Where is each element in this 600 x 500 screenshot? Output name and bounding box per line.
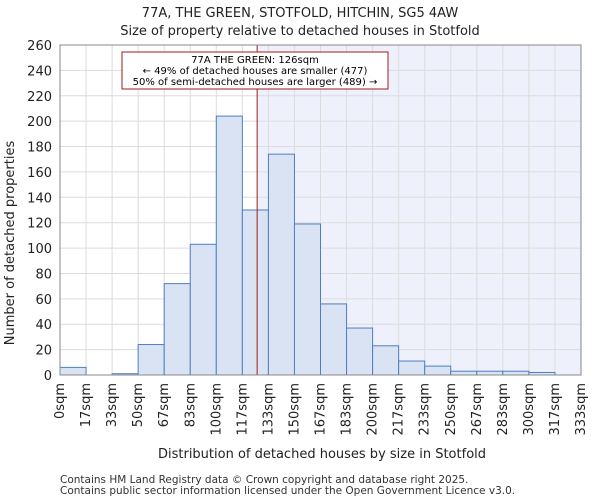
bar [450, 370, 478, 376]
x-tick-label: 150sqm [287, 383, 302, 436]
y-tick-label: 100 [27, 242, 52, 257]
bar [424, 365, 452, 376]
y-tick-label: 0 [44, 369, 52, 384]
y-tick-label: 180 [27, 141, 52, 156]
bars [59, 115, 556, 376]
y-tick-label: 40 [35, 318, 52, 333]
x-tick-label: 67sqm [157, 383, 172, 427]
x-tick-label: 100sqm [209, 383, 224, 436]
y-axis-ticks: 0 20 40 60 80 100 120 140 160 180 200 220 240 260 [27, 39, 52, 384]
y-tick-label: 200 [27, 115, 52, 130]
x-tick-label: 117sqm [235, 383, 250, 436]
x-axis-ticks: 0sqm 17sqm 33sqm 50sqm 67sqm 83sqm 100sqm 117sq… [53, 383, 589, 436]
x-tick-label: 183sqm [340, 383, 355, 436]
x-tick-label: 17sqm [79, 383, 94, 427]
x-tick-label: 133sqm [261, 383, 276, 436]
bar [476, 370, 504, 376]
y-tick-label: 140 [27, 191, 52, 206]
y-axis-label: Number of detached properties [3, 141, 18, 346]
bar [241, 209, 269, 376]
chart-subtitle: Size of property relative to detached ho… [120, 24, 480, 39]
annotation-line-1: 77A THE GREEN: 126sqm [191, 55, 319, 66]
x-tick-label: 200sqm [366, 383, 381, 436]
x-tick-label: 0sqm [53, 383, 68, 419]
y-tick-label: 160 [27, 166, 52, 181]
bar [293, 223, 322, 376]
bar [372, 345, 400, 376]
x-tick-label: 83sqm [183, 383, 198, 427]
y-tick-label: 220 [27, 90, 52, 105]
plot-area [59, 44, 582, 376]
bar [137, 344, 165, 376]
bar [320, 303, 348, 376]
annotation-frame [121, 51, 389, 90]
x-tick-label: 317sqm [548, 383, 563, 436]
y-tick-label: 80 [35, 267, 52, 282]
x-tick-label: 217sqm [392, 383, 407, 436]
bar [502, 370, 530, 376]
x-axis-label: Distribution of detached houses by size … [158, 447, 486, 462]
annotation-line-3: 50% of semi-detached houses are larger (… [133, 77, 378, 88]
x-tick-label: 283sqm [496, 383, 511, 436]
bar [189, 243, 217, 376]
plot-frame [59, 44, 582, 376]
bar [215, 115, 243, 376]
annotation-box: 77A THE GREEN: 126sqm ← 49% of detached … [121, 51, 389, 90]
bar [346, 327, 374, 376]
x-tick-label: 333sqm [574, 383, 589, 436]
bar [163, 283, 191, 376]
bar [59, 366, 87, 376]
footer-line-2: Contains public sector information licen… [60, 485, 515, 497]
x-tick-label: 250sqm [444, 383, 459, 436]
x-tick-label: 50sqm [131, 383, 146, 427]
y-tick-label: 240 [27, 64, 52, 79]
footer-line-1: Contains HM Land Registry data © Crown c… [60, 474, 468, 486]
bar [398, 360, 426, 376]
x-tick-label: 267sqm [470, 383, 485, 436]
annotation-line-2: ← 49% of detached houses are smaller (47… [143, 66, 368, 77]
chart-title: 77A, THE GREEN, STOTFOLD, HITCHIN, SG5 4… [142, 6, 459, 21]
y-tick-label: 20 [35, 344, 52, 359]
y-tick-label: 60 [35, 293, 52, 308]
x-tick-label: 233sqm [418, 383, 433, 436]
y-tick-label: 120 [27, 217, 52, 232]
x-tick-label: 300sqm [522, 383, 537, 436]
y-tick-label: 260 [27, 39, 52, 54]
x-tick-label: 33sqm [105, 383, 120, 427]
x-tick-label: 167sqm [314, 383, 329, 436]
bar [267, 153, 295, 376]
